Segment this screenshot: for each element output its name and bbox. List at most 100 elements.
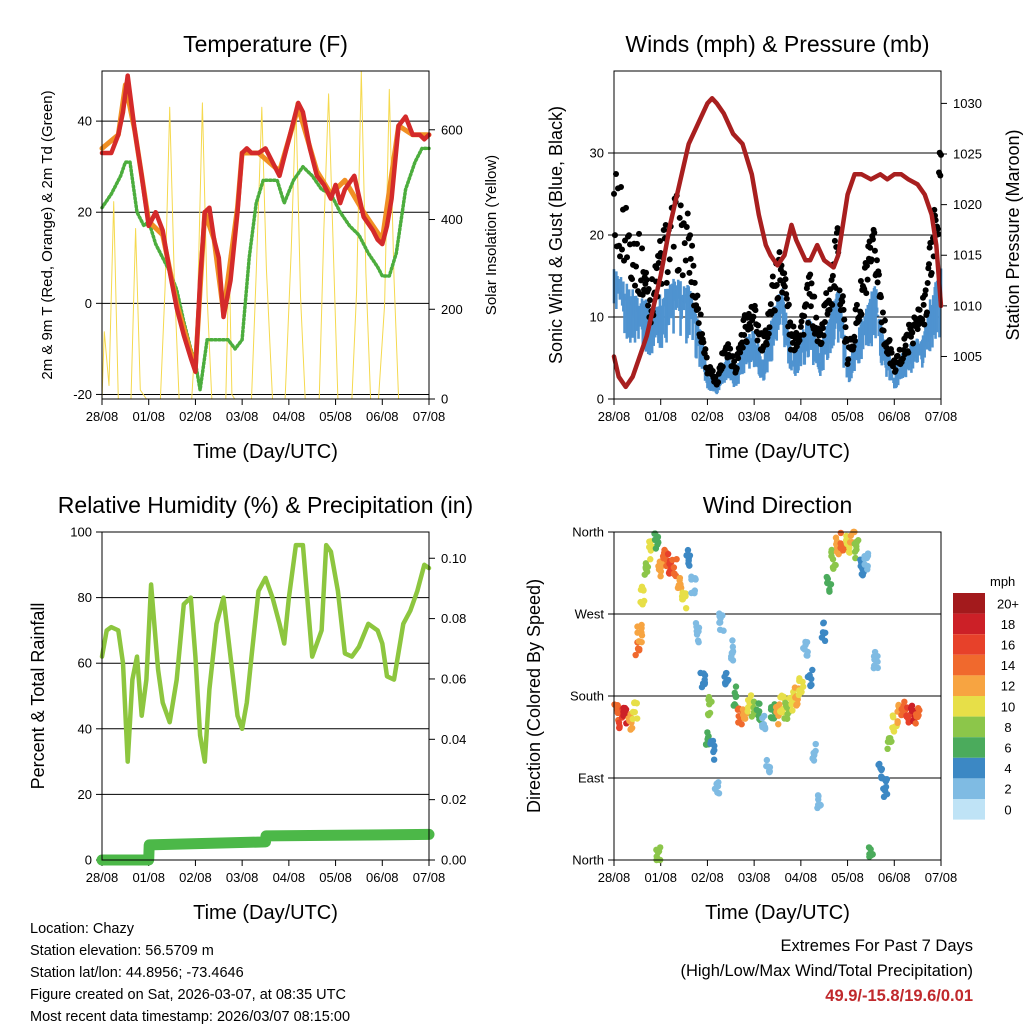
gust-point <box>874 279 881 286</box>
direction-point <box>864 562 871 570</box>
direction-point <box>632 651 639 659</box>
gust-point <box>789 339 796 346</box>
gust-point <box>747 325 754 332</box>
y-axis-label: Sonic Wind & Gust (Blue, Black) <box>546 106 566 364</box>
direction-point <box>916 707 923 714</box>
direction-point <box>709 738 716 746</box>
gust-point <box>754 337 761 344</box>
gust-point <box>781 283 788 290</box>
colorbar-label: 2 <box>1004 782 1011 797</box>
gust-point <box>863 262 870 269</box>
direction-point <box>875 761 882 769</box>
colorbar-swatch <box>953 737 985 758</box>
plot-frame <box>101 531 430 861</box>
gust-point <box>924 280 931 287</box>
humidity-line <box>99 542 432 764</box>
gust-point <box>926 244 933 251</box>
x-tick-label: 28/08 <box>86 409 119 424</box>
gust-point <box>845 356 852 363</box>
y-right-tick-label: 0.00 <box>441 853 466 868</box>
gust-point <box>653 265 660 272</box>
colorbar-swatch <box>953 757 985 779</box>
gust-point <box>871 247 878 254</box>
y-right-tick-label: 1030 <box>953 96 982 111</box>
direction-point <box>698 683 706 691</box>
gust-point <box>909 329 916 336</box>
gust-point <box>807 303 814 310</box>
gust-point <box>775 294 782 301</box>
direction-point <box>861 555 868 563</box>
colorbar-swatch <box>953 675 985 696</box>
x-tick-label: 03/08 <box>226 870 259 885</box>
panel-title: Winds (mph) & Pressure (mb) <box>625 31 929 57</box>
x-tick-label: 04/08 <box>785 870 818 885</box>
gust-point <box>771 307 778 314</box>
direction-point <box>768 703 775 711</box>
direction-point <box>830 565 837 572</box>
y-tick-label: 30 <box>590 146 604 161</box>
gust-point <box>662 221 669 228</box>
direction-point <box>744 708 751 715</box>
direction-point <box>846 549 853 556</box>
gust-point <box>763 341 770 348</box>
gust-point <box>623 204 630 211</box>
y-axis-label-right: Station Pressure (Maroon) <box>1003 129 1023 340</box>
gust-point <box>645 285 652 292</box>
direction-point <box>679 596 686 603</box>
gust-point <box>684 210 691 217</box>
gust-point <box>776 249 783 256</box>
gust-point <box>743 339 750 346</box>
direction-point <box>870 664 878 672</box>
y-tick-label: North <box>572 853 604 868</box>
direction-point <box>688 589 695 597</box>
x-tick-label: 05/08 <box>319 870 352 885</box>
gust-point <box>826 306 833 313</box>
gust-point <box>831 237 838 244</box>
y-right-tick-label: 1005 <box>953 349 982 364</box>
direction-point <box>822 629 829 636</box>
x-axis-label: Time (Day/UTC) <box>705 441 850 463</box>
gust-point <box>643 269 650 276</box>
gust-point <box>670 243 677 250</box>
gust-point <box>803 301 810 308</box>
y-tick-label: 40 <box>78 721 92 736</box>
x-tick-label: 03/08 <box>738 409 771 424</box>
direction-point <box>620 712 627 719</box>
colorbar-label: 0 <box>1004 802 1011 817</box>
colorbar-label: 20+ <box>997 596 1019 611</box>
y-tick-label: 80 <box>78 590 92 605</box>
direction-point <box>788 701 795 708</box>
gust-point <box>655 260 662 267</box>
colorbar-label: 10 <box>1001 699 1015 714</box>
direction-point <box>711 746 718 754</box>
colorbar-label: 14 <box>1001 658 1015 673</box>
x-tick-label: 04/08 <box>273 870 306 885</box>
gust-point <box>689 242 696 249</box>
y-tick-label: 0 <box>597 392 604 407</box>
precipitation-line <box>96 828 435 866</box>
gust-point <box>731 358 738 365</box>
panel-title: Relative Humidity (%) & Precipitation (i… <box>58 492 473 518</box>
gust-point <box>639 245 646 252</box>
direction-point <box>666 570 673 577</box>
direction-point <box>781 715 788 722</box>
gust-point <box>850 343 857 350</box>
y-tick-label: East <box>578 771 604 786</box>
gust-point <box>681 240 688 247</box>
y-axis-label-right: Solar Insolation (Yellow) <box>483 155 500 315</box>
direction-point <box>621 704 629 712</box>
gust-point <box>787 319 794 326</box>
y-tick-label: 20 <box>78 787 92 802</box>
gust-point <box>842 324 849 331</box>
direction-point <box>633 700 640 707</box>
gust-point <box>871 229 878 236</box>
direction-point <box>759 714 766 722</box>
gust-point <box>875 271 882 278</box>
direction-point <box>883 776 891 783</box>
direction-point <box>820 620 827 627</box>
y-right-tick-label: 0.08 <box>441 611 466 626</box>
gust-point <box>851 337 858 344</box>
gust-point <box>719 363 726 370</box>
direction-point <box>641 571 648 578</box>
gust-point <box>694 292 701 299</box>
